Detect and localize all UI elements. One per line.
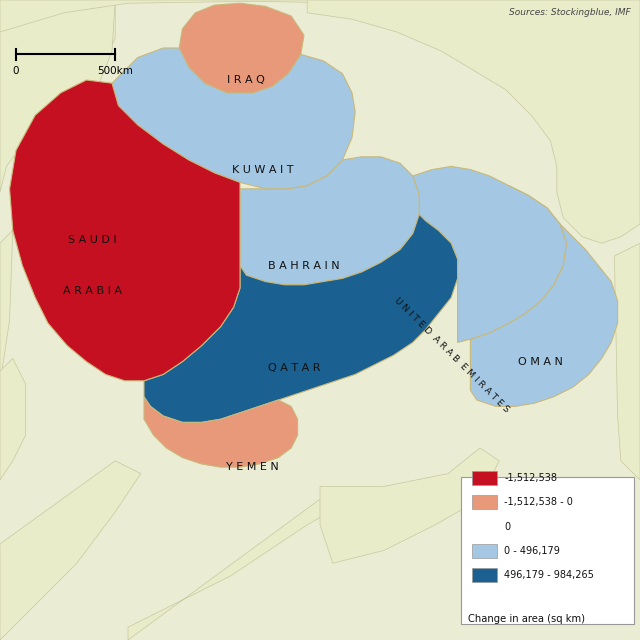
- Polygon shape: [144, 397, 298, 467]
- Text: Sources: Stockingblue, IMF: Sources: Stockingblue, IMF: [509, 8, 630, 17]
- Text: 0 - 496,179: 0 - 496,179: [504, 546, 560, 556]
- Polygon shape: [10, 80, 240, 381]
- Polygon shape: [0, 0, 115, 192]
- Text: -1,512,538 - 0: -1,512,538 - 0: [504, 497, 573, 508]
- Polygon shape: [0, 0, 640, 32]
- Text: 0: 0: [504, 522, 511, 532]
- Text: O M A N: O M A N: [518, 356, 563, 367]
- Polygon shape: [413, 166, 566, 342]
- Text: S A U D I: S A U D I: [68, 235, 117, 245]
- Text: B A H R A I N: B A H R A I N: [268, 260, 340, 271]
- Text: K U W A I T: K U W A I T: [232, 164, 293, 175]
- Polygon shape: [0, 230, 13, 384]
- Text: -1,512,538: -1,512,538: [504, 473, 557, 483]
- Bar: [472, 495, 497, 509]
- Polygon shape: [0, 358, 26, 480]
- Polygon shape: [240, 157, 419, 285]
- Text: U N I T E D  A R A B  E M I R A T E S: U N I T E D A R A B E M I R A T E S: [392, 296, 510, 414]
- Polygon shape: [144, 214, 458, 422]
- Bar: [472, 544, 497, 558]
- Bar: [472, 471, 497, 485]
- Polygon shape: [320, 448, 499, 563]
- Text: 496,179 - 984,265: 496,179 - 984,265: [504, 570, 594, 580]
- Polygon shape: [0, 0, 115, 179]
- Text: Q A T A R: Q A T A R: [268, 363, 321, 373]
- Polygon shape: [112, 48, 355, 189]
- Polygon shape: [307, 0, 640, 243]
- Polygon shape: [0, 461, 141, 640]
- Bar: [472, 568, 497, 582]
- Bar: [461, 477, 634, 624]
- Text: 0: 0: [13, 66, 19, 76]
- Text: Y E M E N: Y E M E N: [227, 462, 279, 472]
- Polygon shape: [128, 499, 352, 640]
- Text: I R A Q: I R A Q: [227, 75, 266, 85]
- Text: 500km: 500km: [97, 66, 133, 76]
- Polygon shape: [179, 3, 304, 93]
- Text: A R A B I A: A R A B I A: [63, 286, 122, 296]
- Polygon shape: [614, 243, 640, 480]
- Polygon shape: [470, 186, 618, 406]
- Text: Change in area (sq km): Change in area (sq km): [468, 614, 586, 625]
